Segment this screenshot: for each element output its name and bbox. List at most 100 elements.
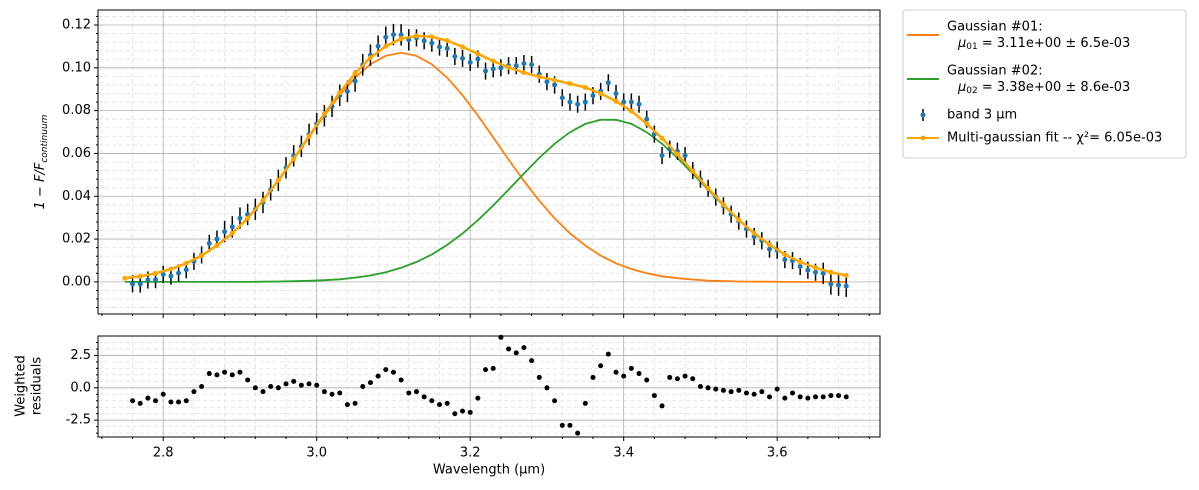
y-tick-label: 0.12 bbox=[62, 17, 91, 32]
data-point bbox=[828, 281, 834, 287]
data-point bbox=[559, 95, 565, 101]
residual-point bbox=[797, 394, 803, 400]
residual-point bbox=[367, 380, 373, 386]
residual-point bbox=[398, 377, 404, 383]
x-tick-label: 3.6 bbox=[767, 446, 788, 461]
residual-point bbox=[283, 381, 289, 387]
fit-point bbox=[506, 64, 512, 70]
line bbox=[124, 118, 847, 283]
residual-point bbox=[298, 382, 304, 388]
data-point bbox=[375, 43, 381, 49]
residual-point bbox=[437, 402, 443, 408]
data-point bbox=[590, 93, 596, 99]
data-point bbox=[437, 44, 443, 50]
residual-point bbox=[743, 390, 749, 396]
data-point bbox=[605, 80, 611, 86]
residual-point bbox=[567, 422, 573, 428]
fit-point bbox=[337, 90, 343, 96]
residual-point bbox=[337, 390, 343, 396]
residual-point bbox=[836, 393, 842, 399]
x-tick-label: 3.2 bbox=[460, 446, 481, 461]
residual-point bbox=[413, 389, 419, 395]
fit-point bbox=[813, 265, 819, 271]
legend-handle bbox=[920, 112, 926, 118]
fit-point bbox=[398, 36, 404, 42]
data-point bbox=[467, 59, 473, 65]
residual-point bbox=[613, 369, 619, 375]
residual-point bbox=[245, 377, 251, 383]
fit-point bbox=[306, 133, 312, 139]
fit-point bbox=[275, 177, 281, 183]
data-point bbox=[176, 270, 182, 276]
legend-frame bbox=[902, 9, 1187, 159]
residual-point bbox=[529, 358, 535, 364]
data-point bbox=[529, 62, 535, 68]
fit-point bbox=[183, 260, 189, 266]
fit-point bbox=[383, 43, 389, 49]
data-point bbox=[344, 88, 350, 94]
residual-point bbox=[475, 395, 481, 401]
fit-point bbox=[828, 269, 834, 275]
data-point bbox=[130, 281, 136, 287]
residual-point bbox=[452, 411, 458, 417]
data-point bbox=[567, 99, 573, 105]
legend-label: band 3 μm bbox=[947, 108, 1017, 123]
y-axis-label: Weighted bbox=[14, 355, 29, 417]
x-axis-label: Wavelength (μm) bbox=[433, 463, 545, 478]
legend-label: Gaussian #01: bbox=[947, 20, 1043, 35]
residual-point bbox=[176, 399, 182, 405]
residual-point bbox=[582, 400, 588, 406]
residual-point bbox=[130, 398, 136, 404]
fit-point bbox=[122, 275, 128, 281]
fit-point bbox=[168, 266, 174, 272]
data-point bbox=[398, 32, 404, 38]
residual-point bbox=[559, 422, 565, 428]
residual-point bbox=[191, 389, 197, 395]
residual-point bbox=[160, 391, 166, 397]
residual-point bbox=[790, 390, 796, 396]
data-point bbox=[513, 63, 519, 69]
residual-point bbox=[751, 391, 757, 397]
fit-point bbox=[429, 34, 435, 40]
data-point bbox=[483, 68, 489, 74]
residual-point bbox=[291, 378, 297, 384]
y-tick-label: 0.08 bbox=[62, 103, 91, 118]
residual-point bbox=[644, 377, 650, 383]
data-point bbox=[222, 229, 228, 235]
fit-point bbox=[352, 70, 358, 76]
fit-point bbox=[321, 111, 327, 117]
fit-point bbox=[736, 217, 742, 223]
residual-point bbox=[605, 351, 611, 357]
data-point bbox=[183, 267, 189, 273]
legend-symbol: μ bbox=[957, 36, 966, 51]
y-label-sub: continuum bbox=[40, 114, 50, 162]
fit-point bbox=[153, 270, 159, 276]
data-point bbox=[636, 101, 642, 107]
fit-point bbox=[413, 33, 419, 39]
legend-label: Multi-gaussian fit -- χ²= 6.05e-03 bbox=[947, 131, 1162, 146]
data-point bbox=[229, 224, 235, 230]
data-point bbox=[352, 78, 358, 84]
fit-point bbox=[199, 253, 205, 259]
data-point bbox=[613, 90, 619, 96]
fit-point bbox=[720, 202, 726, 208]
residual-point bbox=[813, 394, 819, 400]
residual-point bbox=[483, 367, 489, 373]
legend-sub: 02 bbox=[966, 86, 977, 96]
data-point bbox=[429, 40, 435, 46]
residual-point bbox=[628, 365, 634, 371]
residual-point bbox=[659, 403, 665, 409]
data-point bbox=[153, 277, 159, 283]
legend-detail: μ01 = 3.11e+00 ± 6.5e-03 bbox=[957, 36, 1130, 52]
fit-point bbox=[582, 84, 588, 90]
data-point bbox=[475, 56, 481, 62]
fit-point bbox=[797, 259, 803, 265]
fit-point bbox=[705, 185, 711, 191]
data-point bbox=[168, 273, 174, 279]
data-point bbox=[137, 281, 143, 287]
y-axis-label: residuals bbox=[30, 357, 45, 416]
residual-point bbox=[766, 394, 772, 400]
fit-point bbox=[444, 38, 450, 44]
legend-symbol: μ bbox=[957, 80, 966, 95]
axes-frame bbox=[97, 9, 881, 315]
